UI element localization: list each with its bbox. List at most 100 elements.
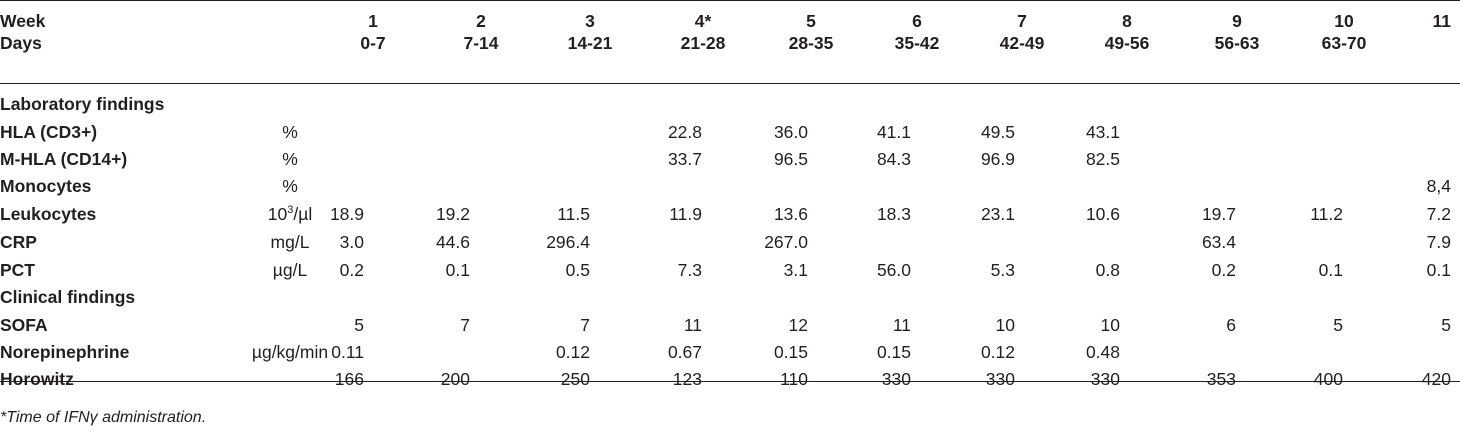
table-cell: 0.15 <box>876 342 911 362</box>
row-label: HLA (CD3+) <box>0 122 98 142</box>
table-cell: 10.6 <box>1085 204 1120 224</box>
table-cell: 8,4 <box>1426 176 1451 196</box>
table-cell: 82.5 <box>1085 149 1120 169</box>
table-cell: 43.1 <box>1085 122 1120 142</box>
table-cell: 0.15 <box>773 342 808 362</box>
day-range: 63-70 <box>1321 33 1367 53</box>
table-cell: 250 <box>560 369 590 389</box>
table-cell: 11.5 <box>557 204 590 224</box>
table-cell: 56.0 <box>876 260 911 280</box>
table-cell: 267.0 <box>764 232 808 252</box>
table-cell: 18.3 <box>876 204 911 224</box>
week-number: 6 <box>912 11 922 31</box>
row-unit: mg/L <box>270 232 310 252</box>
section-heading-label: Laboratory findings <box>0 94 165 114</box>
col-header-8: 8 49-56 <box>1082 10 1172 54</box>
table-cell: 23.1 <box>980 204 1015 224</box>
table-cell: 0.67 <box>667 342 702 362</box>
table-cell: 110 <box>780 369 808 389</box>
col-header-6: 6 35-42 <box>872 10 962 54</box>
section-heading-label: Clinical findings <box>0 287 136 307</box>
day-range: 42-49 <box>999 33 1045 53</box>
col-header-5: 5 28-35 <box>766 10 856 54</box>
table-cell: 7.2 <box>1426 204 1451 224</box>
table-cell: 330 <box>881 369 911 389</box>
col-header-10: 10 63-70 <box>1299 10 1389 54</box>
row-label: Monocytes <box>0 176 92 196</box>
row-label: SOFA <box>0 315 48 335</box>
table-cell: 0.8 <box>1095 260 1120 280</box>
table-cell: 330 <box>1090 369 1120 389</box>
table-cell: 41.1 <box>876 122 911 142</box>
table-cell: 200 <box>440 369 470 389</box>
table-cell: 420 <box>1421 369 1451 389</box>
week-number: 1 <box>368 11 378 31</box>
day-range: 21-28 <box>680 33 726 53</box>
table-cell: 0.1 <box>445 260 470 280</box>
row-unit: % <box>282 149 298 169</box>
week-number: 2 <box>476 11 486 31</box>
table-cell: 10 <box>1100 315 1120 335</box>
table-cell: 63.4 <box>1201 232 1236 252</box>
table-row: HLA (CD3+)% 22.8 36.0 41.1 49.5 43.1 <box>0 118 1460 146</box>
week-number: 3 <box>585 11 595 31</box>
table-cell: 5 <box>1333 315 1343 335</box>
days-header-label: Days <box>0 33 42 53</box>
col-header-7: 7 42-49 <box>977 10 1067 54</box>
day-range: 35-42 <box>894 33 940 53</box>
row-unit: 103/µl <box>240 200 340 228</box>
row-label: CRP <box>0 232 37 252</box>
col-header-9: 9 56-63 <box>1192 10 1282 54</box>
day-range: 28-35 <box>788 33 834 53</box>
week-header-label: Week <box>0 11 46 31</box>
row-unit: µg/kg/min <box>251 342 329 362</box>
table-row: Monocytes% 8,4 <box>0 172 1460 200</box>
col-header-3: 3 14-21 <box>545 10 635 54</box>
section-heading-clinical: Clinical findings <box>0 283 1460 311</box>
row-label: Norepinephrine <box>0 342 130 362</box>
table-cell: 7 <box>460 315 470 335</box>
week-number: 8 <box>1122 11 1132 31</box>
day-range: 56-63 <box>1214 33 1260 53</box>
table-cell: 11.2 <box>1310 204 1343 224</box>
week-number: 9 <box>1232 11 1242 31</box>
unit-rest: /µl <box>293 204 313 224</box>
footnote: *Time of IFNγ administration. <box>0 409 207 426</box>
table-cell: 84.3 <box>876 149 911 169</box>
table-cell: 3.0 <box>339 232 364 252</box>
table-cell: 166 <box>334 369 364 389</box>
table-cell: 330 <box>985 369 1015 389</box>
day-range: 14-21 <box>567 33 613 53</box>
table-cell: 0.1 <box>1318 260 1343 280</box>
table-cell: 7 <box>580 315 590 335</box>
col-header-1: 1 0-7 <box>328 10 418 54</box>
table-cell: 400 <box>1313 369 1343 389</box>
row-label: PCT <box>0 260 35 280</box>
table-row: Leukocytes 103/µl 18.9 19.2 11.5 11.9 13.6 18.3… <box>0 200 1460 228</box>
table-cell: 123 <box>672 369 702 389</box>
table-cell: 36.0 <box>773 122 808 142</box>
table-cell: 353 <box>1206 369 1236 389</box>
table-row: PCT µg/L 0.2 0.1 0.5 7.3 3.1 56.0 5.3 0.8 0.2 0.1 0.… <box>0 256 1460 284</box>
table-row: Norepinephrine µg/kg/min 0.11 0.12 0.67 0.15 0… <box>0 338 1460 366</box>
table-cell: 18.9 <box>329 204 364 224</box>
week-number: 4* <box>694 11 712 31</box>
table-cell: 0.12 <box>555 342 590 362</box>
table-cell: 5 <box>1441 315 1451 335</box>
table-cell: 5.3 <box>990 260 1015 280</box>
table-row: SOFA 5 7 7 11 12 11 10 10 6 5 5 <box>0 311 1460 339</box>
table-cell: 13.6 <box>773 204 808 224</box>
table-cell: 0.1 <box>1426 260 1451 280</box>
unit-base: 10 <box>267 204 288 224</box>
table-cell: 12 <box>788 315 808 335</box>
table-cell: 10 <box>995 315 1015 335</box>
unit-exponent: 3 <box>287 204 294 217</box>
day-range: 0-7 <box>360 33 386 53</box>
week-number: 11 <box>1432 11 1452 31</box>
table-cell: 7.3 <box>677 260 702 280</box>
col-header-2: 2 7-14 <box>436 10 526 54</box>
table-cell: 296.4 <box>546 232 590 252</box>
row-label: M-HLA (CD14+) <box>0 149 128 169</box>
section-heading-lab: Laboratory findings <box>0 90 1460 118</box>
table-cell: 0.2 <box>339 260 364 280</box>
